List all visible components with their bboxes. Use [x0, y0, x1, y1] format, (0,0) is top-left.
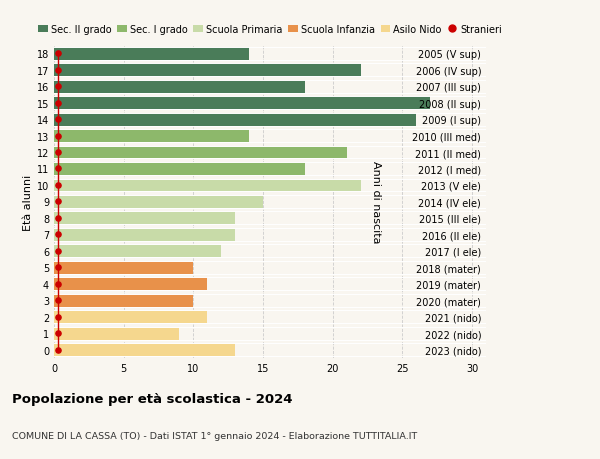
- Bar: [54, 162, 305, 175]
- Y-axis label: Anni di nascita: Anni di nascita: [371, 161, 381, 243]
- Bar: [54, 327, 179, 340]
- Bar: [54, 81, 305, 93]
- Bar: [54, 97, 430, 110]
- Point: [53, 280, 63, 288]
- Point: [53, 116, 63, 123]
- Text: COMUNE DI LA CASSA (TO) - Dati ISTAT 1° gennaio 2024 - Elaborazione TUTTITALIA.I: COMUNE DI LA CASSA (TO) - Dati ISTAT 1° …: [12, 431, 417, 441]
- Point: [53, 330, 63, 337]
- Bar: [54, 245, 221, 257]
- Point: [53, 198, 63, 206]
- Point: [53, 50, 63, 58]
- Bar: [54, 229, 235, 241]
- Bar: [54, 113, 416, 126]
- Text: Popolazione per età scolastica - 2024: Popolazione per età scolastica - 2024: [12, 392, 293, 405]
- Bar: [54, 278, 207, 291]
- Bar: [54, 130, 249, 143]
- Legend: Sec. II grado, Sec. I grado, Scuola Primaria, Scuola Infanzia, Asilo Nido, Stran: Sec. II grado, Sec. I grado, Scuola Prim…: [38, 25, 502, 35]
- Bar: [54, 48, 249, 61]
- Y-axis label: Età alunni: Età alunni: [23, 174, 32, 230]
- Point: [53, 133, 63, 140]
- Bar: [54, 212, 235, 225]
- Bar: [54, 196, 263, 208]
- Point: [53, 215, 63, 222]
- Point: [53, 165, 63, 173]
- Bar: [54, 261, 193, 274]
- Point: [53, 264, 63, 271]
- Point: [53, 313, 63, 321]
- Point: [53, 231, 63, 239]
- Point: [53, 100, 63, 107]
- Point: [53, 247, 63, 255]
- Bar: [54, 311, 207, 323]
- Bar: [54, 343, 235, 356]
- Bar: [54, 64, 361, 77]
- Bar: [54, 146, 347, 159]
- Bar: [54, 294, 193, 307]
- Point: [53, 149, 63, 157]
- Point: [53, 83, 63, 90]
- Point: [53, 182, 63, 189]
- Point: [53, 346, 63, 353]
- Point: [53, 297, 63, 304]
- Point: [53, 67, 63, 74]
- Bar: [54, 179, 361, 192]
